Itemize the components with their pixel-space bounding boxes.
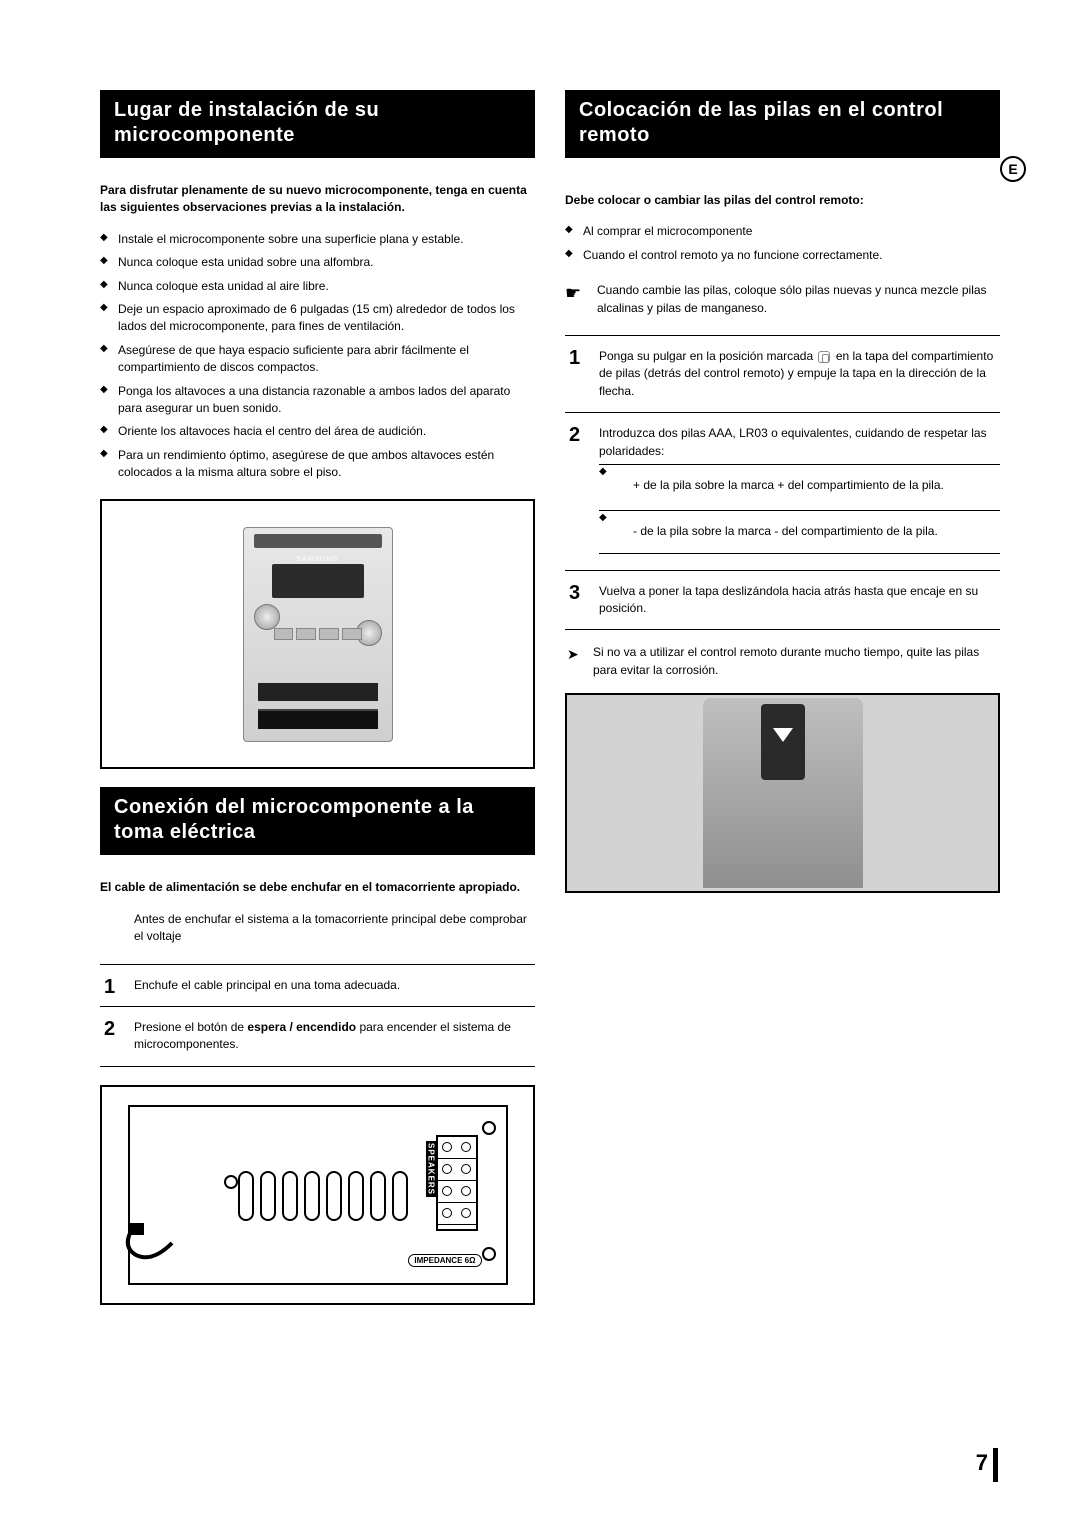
step-text: Presione el botón de espera / encendido …	[134, 1020, 511, 1051]
batteries-warning-note: Cuando cambie las pilas, coloque sólo pi…	[565, 282, 1000, 317]
hifi-unit: SAMSUNG	[243, 527, 393, 742]
step-text: Enchufe el cable principal en una toma a…	[134, 978, 400, 992]
section-header-install: Lugar de instalación de su microcomponen…	[100, 90, 535, 158]
connection-steps: 1 Enchufe el cable principal en una toma…	[100, 964, 535, 1067]
thumb-icon	[818, 351, 830, 363]
install-bullet: Nunca coloque esta unidad al aire libre.	[100, 278, 535, 295]
batteries-intro: Debe colocar o cambiar las pilas del con…	[565, 192, 1000, 209]
step-number: 1	[104, 973, 115, 1002]
batteries-steps: 1 Ponga su pulgar en la posición marcada…	[565, 335, 1000, 631]
install-bullets: Instale el microcomponente sobre una sup…	[100, 231, 535, 482]
page-number-bar	[993, 1448, 998, 1482]
step-number: 2	[104, 1015, 115, 1044]
batteries-bullet: Al comprar el microcomponente	[565, 223, 1000, 240]
polarity-bullet: + de la pila sobre la marca + del compar…	[599, 464, 1000, 506]
step-text: Ponga su pulgar en la posición marcada e…	[599, 349, 993, 398]
step-number: 3	[569, 579, 580, 608]
impedance-label: IMPEDANCE 6Ω	[408, 1254, 481, 1267]
step-text: Vuelva a poner la tapa deslizándola haci…	[599, 584, 978, 615]
install-bullet: Oriente los altavoces hacia el centro de…	[100, 423, 535, 440]
section-header-batteries: Colocación de las pilas en el control re…	[565, 90, 1000, 158]
install-bullet: Ponga los altavoces a una distancia razo…	[100, 383, 535, 418]
polarity-bullets: + de la pila sobre la marca + del compar…	[599, 464, 1000, 554]
step-number: 2	[569, 421, 580, 450]
language-marker-text: E	[1008, 161, 1017, 177]
page-columns: Lugar de instalación de su microcomponen…	[100, 90, 1000, 1305]
install-bullet: Deje un espacio aproximado de 6 pulgadas…	[100, 301, 535, 336]
left-column: Lugar de instalación de su microcomponen…	[100, 90, 535, 1305]
remote-illustration	[565, 693, 1000, 893]
right-column: Colocación de las pilas en el control re…	[565, 90, 1000, 1305]
section-header-connection: Conexión del microcomponente a la toma e…	[100, 787, 535, 855]
connection-step: 1 Enchufe el cable principal en una toma…	[100, 964, 535, 1006]
arrow-down-icon	[773, 728, 793, 742]
connection-voltage-note: Antes de enchufar el sistema a la tomaco…	[134, 911, 535, 946]
back-panel: SPEAKERS IMPEDANCE 6Ω	[128, 1105, 508, 1285]
connection-intro: El cable de alimentación se debe enchufa…	[100, 879, 535, 896]
install-bullet: Asegúrese de que haya espacio suficiente…	[100, 342, 535, 377]
speakers-label: SPEAKERS	[426, 1141, 437, 1197]
batteries-bullet: Cuando el control remoto ya no funcione …	[565, 247, 1000, 264]
batteries-step: 2 Introduzca dos pilas AAA, LR03 o equiv…	[565, 412, 1000, 570]
back-panel-illustration: SPEAKERS IMPEDANCE 6Ω	[100, 1085, 535, 1305]
speaker-terminals: SPEAKERS	[436, 1135, 478, 1231]
step-number: 1	[569, 344, 580, 373]
install-bullet: Nunca coloque esta unidad sobre una alfo…	[100, 254, 535, 271]
install-bullet: Instale el microcomponente sobre una sup…	[100, 231, 535, 248]
polarity-bullet: - de la pila sobre la marca - del compar…	[599, 510, 1000, 553]
batteries-step: 3 Vuelva a poner la tapa deslizándola ha…	[565, 570, 1000, 631]
batteries-step: 1 Ponga su pulgar en la posición marcada…	[565, 335, 1000, 412]
hifi-illustration: SAMSUNG	[100, 499, 535, 769]
remote-body	[703, 698, 863, 888]
install-intro: Para disfrutar plenamente de su nuevo mi…	[100, 182, 535, 217]
connection-step: 2 Presione el botón de espera / encendid…	[100, 1006, 535, 1067]
language-marker: E	[1000, 156, 1026, 182]
hifi-brand-label: SAMSUNG	[244, 556, 392, 563]
page-number: 7	[976, 1450, 988, 1476]
batteries-storage-note: Si no va a utilizar el control remoto du…	[565, 644, 1000, 679]
step-text: Introduzca dos pilas AAA, LR03 o equival…	[599, 426, 987, 457]
batteries-when-bullets: Al comprar el microcomponente Cuando el …	[565, 223, 1000, 264]
install-bullet: Para un rendimiento óptimo, asegúrese de…	[100, 447, 535, 482]
